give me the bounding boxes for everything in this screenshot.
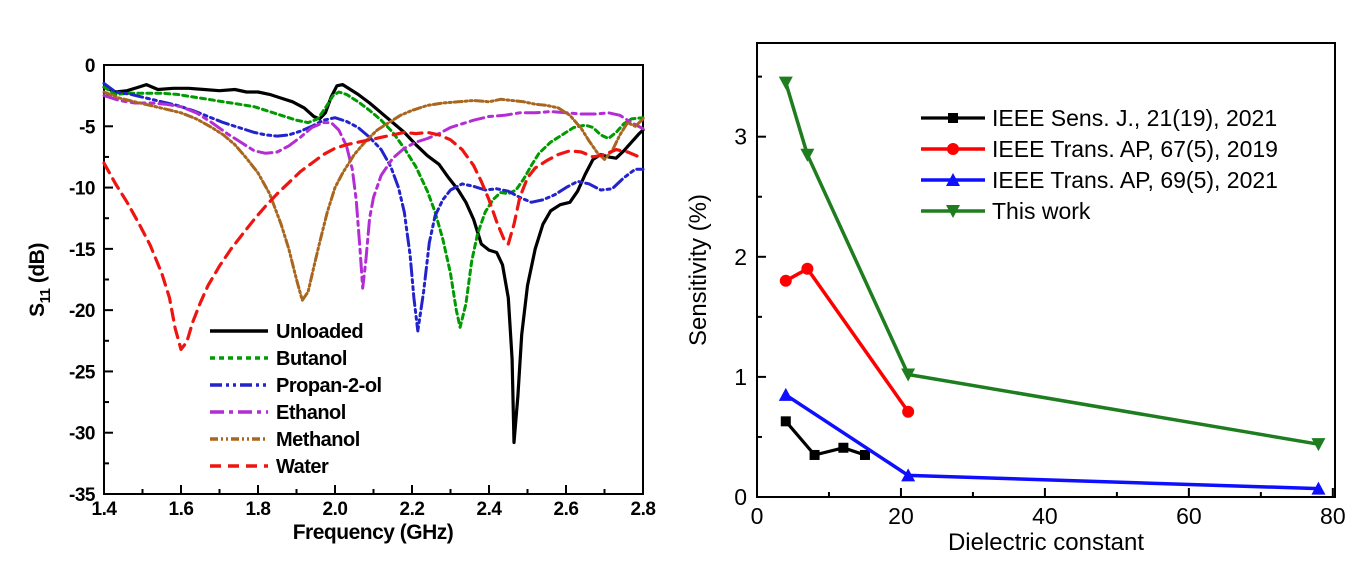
x-tick-label: 40 [1032,503,1058,529]
series-butanol [102,85,645,329]
sensitivity-y-axis-title: Sensitivity (%) [685,194,712,346]
legend-item-this-work: This work [921,198,1091,224]
s11-series [102,81,645,445]
y-tick-label: 0 [85,56,95,77]
series-ieee-sens-j-21-19-2021 [784,420,866,457]
s11-x-axis-title: Frequency (GHz) [293,521,454,544]
series-ieee-trans-ap-67-5-2019 [784,267,910,413]
series-ieee-sens-j-21-19-2021-point [809,449,820,460]
series-this-work [784,82,1319,446]
series-propan-2-ol [102,81,645,333]
x-tick-label: 1.4 [92,499,118,520]
x-tick-label: 60 [1176,503,1202,529]
legend-item-propan-2-ol: Propan-2-ol [210,375,382,397]
sensitivity-chart: 0 20 40 60 80 0 1 2 3 IEEE Sens. J., 21(19), 202… [685,42,1346,556]
legend-item-butanol: Butanol [210,348,347,370]
s11-ticks: 1.4 1.6 1.8 2.0 2.2 2.4 2.6 2.8 0 -5 -10 -15 -20 -25 -… [69,56,656,520]
series-methanol [102,90,645,302]
legend-label: Water [276,456,329,478]
y-tick-label: -10 [69,179,95,200]
y-tick-label: -35 [69,485,96,506]
x-tick-label: 0 [751,503,764,529]
series-this-work-point [800,148,815,162]
legend-label: Methanol [276,429,360,451]
x-tick-label: 2.0 [323,499,348,520]
legend-label: IEEE Sens. J., 21(19), 2021 [992,105,1277,131]
series-ieee-sens-j-21-19-2021-point [859,449,870,460]
series-this-work-point [1311,438,1326,452]
series-ieee-trans-ap-67-5-2019-point [779,274,792,287]
series-ethanol [102,94,645,290]
series-water [102,130,645,351]
sensitivity-series [778,76,1326,495]
sensitivity-legend: IEEE Sens. J., 21(19), 2021 IEEE Trans. A… [921,105,1278,224]
s11-y-title-unit: (dB) [26,243,49,288]
x-tick-label: 80 [1320,503,1346,529]
series-ieee-trans-ap-67-5-2019-point [801,262,814,275]
series-ieee-trans-ap-67-5-2019-point [902,405,915,418]
legend-label: IEEE Trans. AP, 69(5), 2021 [992,167,1278,193]
sensitivity-plot-frame [756,42,1336,498]
y-tick-label: -20 [69,301,95,322]
series-ieee-sens-j-21-19-2021-point [780,416,791,427]
sensitivity-frame-rect [756,42,1336,498]
x-tick-label: 2.2 [400,499,425,520]
series-unloaded [102,82,645,445]
x-tick-label: 1.6 [169,499,194,520]
series-ieee-trans-ap-69-5-2021-point [778,387,793,401]
legend-label: This work [992,198,1091,224]
s11-y-title-main: S [26,303,49,317]
s11-y-title-subscript: 11 [37,288,54,303]
legend-marker [946,173,960,186]
legend-label: Butanol [276,348,347,370]
legend-marker [948,113,958,123]
s11-chart: 1.4 1.6 1.8 2.0 2.2 2.4 2.6 2.8 0 -5 -10 -15 -20 -25 -… [26,56,656,544]
legend-marker [947,143,959,155]
series-ieee-sens-j-21-19-2021-point [838,442,849,453]
legend-marker [946,205,960,218]
x-tick-label: 2.8 [631,499,656,520]
sensitivity-ticks: 0 20 40 60 80 0 1 2 3 [734,75,1346,529]
x-tick-label: 1.8 [246,499,271,520]
x-tick-label: 20 [888,503,914,529]
s11-legend: Unloaded Butanol Propan-2-ol Ethanol Methano… [210,321,382,478]
series-ieee-trans-ap-69-5-2021-point [1311,481,1326,495]
x-tick-label: 2.4 [477,499,503,520]
legend-label: Ethanol [276,402,346,424]
y-tick-label: -25 [69,362,96,383]
legend-item-ethanol: Ethanol [210,402,346,424]
legend-item-methanol: Methanol [210,429,360,451]
legend-item-ieee-trans-ap-67-5-2019: IEEE Trans. AP, 67(5), 2019 [921,136,1278,162]
legend-item-water: Water [210,456,330,478]
legend-label: IEEE Trans. AP, 67(5), 2019 [992,136,1278,162]
series-ieee-trans-ap-69-5-2021 [784,393,1319,491]
y-tick-label: 2 [734,244,747,270]
legend-label: Propan-2-ol [276,375,382,397]
sensitivity-x-axis-title: Dielectric constant [948,529,1144,556]
y-tick-label: -30 [69,424,95,445]
s11-y-axis-title: S11 (dB) [26,243,54,317]
legend-label: Unloaded [276,321,363,343]
legend-item-ieee-sens-j-21-19-2021: IEEE Sens. J., 21(19), 2021 [921,105,1277,131]
y-tick-label: 3 [734,124,747,150]
legend-item-unloaded: Unloaded [210,321,364,343]
series-this-work-point [778,76,793,90]
series-this-work-point [901,368,916,382]
y-tick-label: 1 [734,364,747,390]
legend-item-ieee-trans-ap-69-5-2021: IEEE Trans. AP, 69(5), 2021 [921,167,1278,193]
s11-frame-rect [103,64,644,495]
y-tick-label: -5 [79,117,96,138]
y-tick-label: -15 [69,240,96,261]
s11-plot-frame [103,64,644,495]
x-tick-label: 2.6 [554,499,579,520]
series-ieee-trans-ap-69-5-2021-point [901,468,916,482]
y-tick-label: 0 [734,484,747,510]
